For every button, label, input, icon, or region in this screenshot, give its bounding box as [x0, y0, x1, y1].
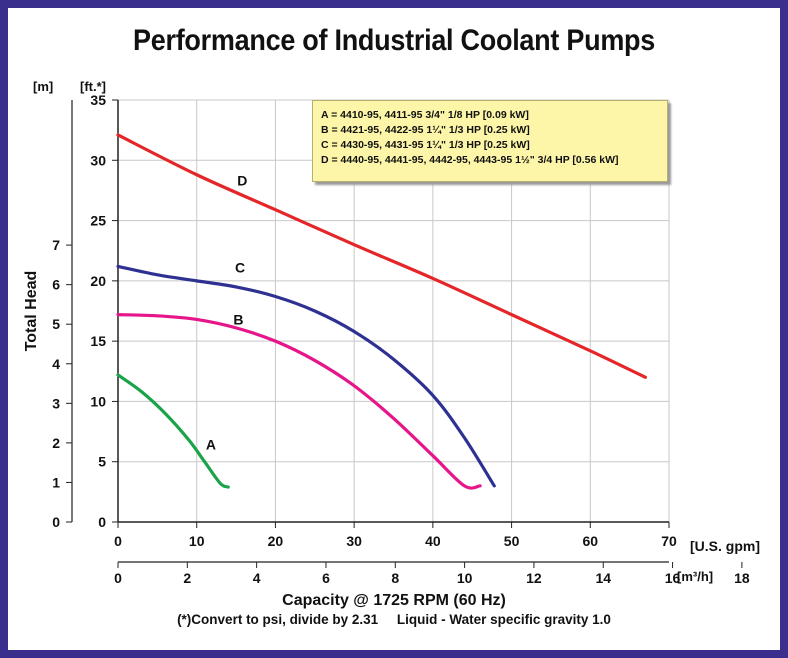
y2-tick-label-0: 0: [52, 514, 60, 530]
y-tick-label-1: 5: [98, 454, 106, 470]
y2-tick-label-3: 3: [52, 395, 60, 411]
x2-units-label: [m³/h]: [677, 569, 713, 584]
x-tick-label-7: 70: [661, 533, 677, 549]
x-tick-label-1: 10: [189, 533, 205, 549]
x-tick-label-2: 20: [268, 533, 284, 549]
footer-note: (*)Convert to psi, divide by 2.31 Liquid…: [177, 612, 611, 627]
y2-tick-label-2: 2: [52, 435, 60, 451]
y-tick-label-0: 0: [98, 514, 106, 530]
x2-tick-label-7: 14: [595, 570, 611, 586]
y-axis-title: Total Head: [23, 271, 40, 352]
legend-box: A = 4410-95, 4411-95 3/4" 1/8 HP [0.09 k…: [312, 100, 668, 182]
series-label-d: D: [237, 173, 247, 189]
x-axis-title: Capacity @ 1725 RPM (60 Hz): [282, 592, 506, 609]
legend-entry-b: B = 4421-95, 4422-95 1¼" 1/3 HP [0.25 kW…: [321, 124, 530, 136]
y2-tick-label-1: 1: [52, 474, 60, 490]
legend-entry-d: D = 4440-95, 4441-95, 4442-95, 4443-95 1…: [321, 154, 619, 166]
x-tick-label-0: 0: [114, 533, 122, 549]
y-tick-label-2: 10: [90, 393, 106, 409]
x2-tick-label-0: 0: [114, 570, 122, 586]
chart-title: Performance of Industrial Coolant Pumps: [132, 24, 656, 57]
series-label-b: B: [233, 311, 243, 327]
y-tick-label-5: 25: [90, 213, 106, 229]
legend-entry-c: C = 4430-95, 4431-95 1¼" 1/3 HP [0.25 kW…: [321, 139, 530, 151]
legend-entry-a: A = 4410-95, 4411-95 3/4" 1/8 HP [0.09 k…: [321, 109, 529, 121]
x2-tick-label-1: 2: [183, 570, 191, 586]
y2-tick-label-5: 5: [52, 316, 60, 332]
x-tick-label-3: 30: [346, 533, 362, 549]
series-line-c: [116, 264, 496, 488]
x-tick-label-5: 50: [504, 533, 520, 549]
series-line-b: [116, 313, 482, 490]
series-label-c: C: [235, 259, 245, 275]
x-tick-label-6: 60: [582, 533, 598, 549]
x2-tick-label-6: 12: [526, 570, 542, 586]
y-tick-label-4: 20: [90, 273, 106, 289]
y2-units-label: [m]: [33, 79, 53, 94]
y2-tick-label-6: 6: [52, 277, 60, 293]
series-line-a: [116, 373, 230, 489]
series-label-a: A: [206, 437, 216, 453]
y2-tick-label-7: 7: [52, 237, 60, 253]
x-units-label: [U.S. gpm]: [690, 538, 760, 554]
x2-tick-label-4: 8: [391, 570, 399, 586]
y-tick-label-3: 15: [90, 333, 106, 349]
x2-tick-label-5: 10: [457, 570, 473, 586]
x2-tick-label-3: 6: [322, 570, 330, 586]
x-tick-label-4: 40: [425, 533, 441, 549]
x2-tick-label-8: 16: [665, 570, 681, 586]
series-line-d: [116, 133, 647, 379]
x2-tick-label-9: 18: [734, 570, 750, 586]
y-tick-label-7: 35: [90, 92, 106, 108]
x2-tick-label-2: 4: [253, 570, 261, 586]
y-units-label: [ft.*]: [80, 79, 106, 94]
y-tick-label-6: 30: [90, 152, 106, 168]
y2-tick-label-4: 4: [52, 356, 60, 372]
